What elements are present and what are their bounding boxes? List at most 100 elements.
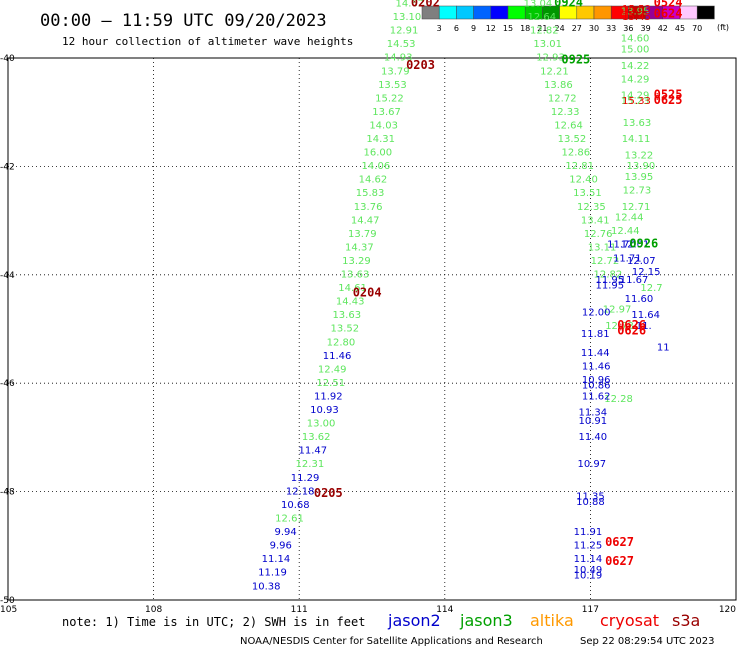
data-point-s3a: 14.03 [369,120,398,131]
y-tick-label: -42 [0,162,15,172]
data-point-jason3: 15.23 [621,96,650,107]
data-point-s3a: 14.43 [336,297,365,308]
data-point-jason2: 12.00 [582,307,611,318]
data-point-jason2: 11.35 [576,492,605,503]
data-point-s3a: 15.83 [356,188,385,199]
data-point-jason2: 11.34 [579,408,608,419]
data-point-s3a: 13.00 [307,419,336,430]
colorbar-label: 12 [486,24,496,33]
data-point-jason3: 12.86 [562,148,591,159]
data-point-cryosat: 15.45 [622,12,651,23]
data-point-jason2: 11.60 [625,294,654,305]
data-point-jason3: 13.11 [588,242,617,253]
data-point-jason3: 12.82 [530,26,559,37]
data-point-jason3: 13.95 [625,172,654,183]
colorbar-label: 30 [589,24,599,33]
time-label-jason3: 0924 [554,0,583,10]
data-point-jason3: 12.72 [548,93,577,104]
data-point-s3a: 14.53 [387,39,416,50]
data-point-jason2: 11.81 [581,329,610,340]
time-label-s3a: 0202 [411,0,440,10]
data-point-cryosat: 15.53 [622,4,651,15]
data-point-jason3: 12.82 [594,270,623,281]
time-label-s3a: 0204 [353,285,382,299]
data-point-jason3: 12.01 [621,240,650,251]
data-point-s3a: 11.19 [258,568,287,579]
chart-subtitle: 12 hour collection of altimeter wave hei… [62,35,353,48]
data-point-s3a: 9.94 [274,527,296,538]
colorbar-label: 27 [572,24,582,33]
time-label-s3a: 0205 [314,486,343,500]
data-point-jason3: 14.11 [622,134,651,145]
data-point-s3a: 12.61 [275,513,304,524]
colorbar-label: 3 [437,24,442,33]
legend-jason2: jason2 [387,611,441,630]
data-point-s3a: 14.61 [338,283,367,294]
data-point-s3a: 12.18 [286,486,315,497]
data-point-s3a: 15.22 [375,93,404,104]
data-point-s3a: 12.51 [316,378,345,389]
data-point-jason3: 14.22 [621,61,650,72]
colorbar-label: 42 [658,24,668,33]
data-point-s3a: 11.46 [323,351,352,362]
data-point-jason3: 12.76 [584,229,613,240]
data-point-s3a: 14.06 [362,161,391,172]
data-point-s3a: 14.93 [384,53,413,64]
time-label-jason3: 0926 [629,237,658,251]
data-point-jason3: 12.72 [591,256,620,267]
data-point-jason2: 11.91 [574,527,603,538]
data-point-s3a: 14.62 [359,175,388,186]
data-point-jason3: 13.22 [625,150,654,161]
data-point-jason2: 11.40 [579,432,608,443]
colorbar-label: 24 [555,24,565,33]
data-point-jason3: 13.63 [623,118,652,129]
colorbar-label: 45 [675,24,685,33]
data-point-s3a: 13.10 [393,12,422,23]
colorbar-swatch [679,5,698,20]
data-point-jason2: 10.88 [576,497,605,508]
axis-ticks: 105 108 111 114 117 120 -40 -42 -44 -46 -48 -50 [0,54,736,615]
data-point-jason3: 12.28 [604,394,633,405]
colorbar-label: 9 [471,24,476,33]
credit-text: NOAA/NESDIS Center for Satellite Applica… [240,636,543,647]
data-point-jason2: 11.25 [574,541,603,552]
time-label-cryosat: 0625 [654,93,683,107]
colorbar-label: 36 [623,24,633,33]
colorbar-swatch [473,5,492,20]
data-point-jason3: 14.29 [621,91,650,102]
x-tick-label: 114 [436,605,453,615]
colorbar-label: 15 [503,24,513,33]
data-point-jason3: 13.01 [533,39,562,50]
data-point-s3a: 13.62 [302,432,331,443]
data-point-jason3: 12.64 [554,120,583,131]
x-tick-label: 105 [0,605,17,615]
time-label-cryosat: 0627 [605,554,634,568]
data-point-s3a: 11.92 [314,391,343,402]
colorbar-unit: (ft) [717,23,729,32]
time-label-cryosat: 0626 [617,323,646,337]
data-point-jason2: 11.67 [620,275,649,286]
colorbar-swatch [490,5,509,20]
data-point-jason3: 15.00 [621,45,650,56]
plot-frame [7,57,737,601]
data-point-jason2: 11.46 [582,362,611,373]
legend-s3a: s3a [672,611,700,630]
colorbar-scale: 3 6 9 12 15 18 21 24 27 30 33 36 39 42 45 70 [421,5,715,33]
chart-title: 00:00 — 11:59 UTC 09/20/2023 [40,11,327,31]
colorbar-swatch [507,5,526,20]
y-tick-label: -40 [0,54,15,64]
colorbar-swatch [438,5,457,20]
data-point-jason3: 13.41 [581,215,610,226]
legend-cryosat: cryosat [600,611,659,630]
time-label-cryosat: 0626 [617,318,646,332]
data-point-s3a: 10.68 [281,500,310,511]
data-point-s3a: 9.96 [270,541,292,552]
data-point-jason3: 13.90 [627,161,656,172]
colorbar-label: 18 [520,24,530,33]
data-point-s3a: 13.52 [331,324,360,335]
data-point-jason2: 11.44 [581,348,610,359]
data-point-jason3: 12.21 [540,66,569,77]
data-point-jason2: 11.64 [631,310,660,321]
data-point-jason2: 10.49 [574,565,603,576]
